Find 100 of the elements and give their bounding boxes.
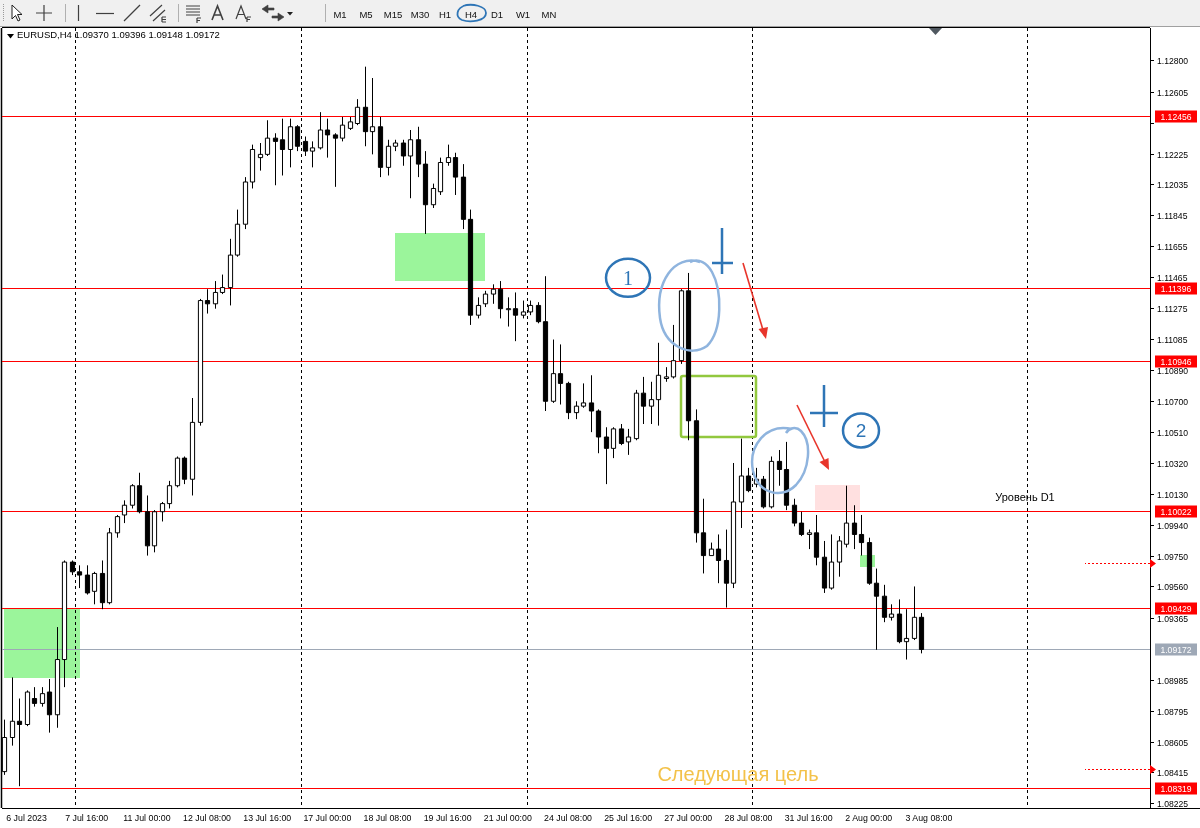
candlestick [603, 426, 610, 485]
candlestick [452, 152, 459, 196]
candlestick [512, 291, 519, 342]
x-tick-label: 6 Jul 2023 [6, 813, 47, 823]
text: M1 [333, 8, 347, 20]
candlestick [181, 456, 188, 485]
candlestick [249, 144, 256, 189]
y-tick-label: 1.11465 [1157, 272, 1188, 283]
candlestick [99, 559, 106, 610]
y-tick-label: 1.12035 [1157, 179, 1189, 190]
candlestick [257, 142, 264, 172]
text: M5 [359, 8, 373, 20]
x-tick-label: 19 Jul 16:00 [423, 813, 472, 823]
candlestick [685, 272, 692, 441]
y-tick-label: 1.12225 [1157, 149, 1189, 160]
candlestick [618, 423, 625, 446]
candlestick [197, 298, 204, 427]
candlestick [460, 163, 467, 230]
y-tick-label: 1.08605 [1157, 737, 1189, 748]
candlestick [422, 150, 429, 235]
x-tick-label: 27 Jul 00:00 [664, 813, 713, 823]
y-tick-label: 1.08225 [1157, 798, 1189, 809]
candlestick [144, 494, 151, 557]
candlestick [813, 514, 820, 566]
candlestick [332, 132, 339, 188]
candlestick [84, 564, 91, 596]
ref-line-label: 1.11396 [1160, 283, 1192, 294]
y-tick-label: 1.12800 [1157, 55, 1189, 66]
candlestick [843, 485, 850, 548]
candlestick [738, 438, 745, 529]
text: H1 [438, 8, 452, 20]
candlestick [791, 498, 798, 527]
candlestick [9, 676, 16, 747]
candlestick [806, 529, 813, 550]
candlestick [369, 77, 376, 155]
candlestick [693, 408, 700, 544]
candlestick [821, 540, 828, 594]
x-tick-label: 21 Jul 00:00 [483, 813, 532, 823]
y-tick-label: 1.08415 [1157, 767, 1189, 778]
candlestick [655, 342, 662, 427]
candlestick [46, 678, 53, 734]
candlestick [467, 209, 474, 326]
candlestick [392, 139, 399, 152]
candlestick [31, 686, 38, 708]
candlestick [708, 542, 715, 557]
annotation: Уровень D1 [995, 491, 1055, 504]
candlestick [700, 498, 707, 574]
candlestick [114, 514, 121, 539]
candlestick [798, 511, 805, 537]
candlestick [836, 535, 843, 578]
candlestick [339, 116, 346, 142]
candlestick [445, 144, 452, 167]
annotation: 1 [623, 266, 633, 289]
candlestick [377, 116, 384, 178]
candlestick [204, 288, 211, 315]
annotation: 2 [855, 420, 867, 442]
candlestick [670, 324, 677, 380]
x-tick-label: 28 Jul 08:00 [724, 813, 773, 823]
y-tick-label: 1.10890 [1157, 365, 1189, 376]
candlestick [189, 397, 196, 496]
candlestick [234, 209, 241, 258]
candlestick [385, 139, 392, 176]
x-tick-label: 11 Jul 00:00 [123, 813, 171, 823]
candlestick [317, 111, 324, 150]
candlestick [24, 689, 31, 727]
candlestick [873, 568, 880, 651]
candlestick [174, 456, 181, 488]
x-tick-label: 2 Aug 00:00 [845, 813, 893, 823]
y-tick-label: 1.12605 [1157, 87, 1189, 98]
candlestick [918, 612, 925, 654]
candlestick [881, 584, 888, 623]
candlestick [715, 533, 722, 584]
y-tick-label: 1.11845 [1157, 210, 1188, 221]
y-tick-label: 1.09750 [1157, 551, 1189, 562]
candlestick [354, 98, 361, 126]
x-tick-label: 31 Jul 16:00 [784, 813, 833, 823]
candlestick [475, 296, 482, 319]
annotation: Следующая цель [657, 763, 819, 786]
candlestick [595, 408, 602, 454]
y-tick-label: 1.11275 [1157, 303, 1188, 314]
x-tick-label: 25 Jul 16:00 [604, 813, 653, 823]
y-tick-label: 1.10700 [1157, 396, 1189, 407]
candlestick [324, 118, 331, 159]
text: M15 [383, 8, 403, 20]
candlestick [16, 698, 23, 787]
candlestick [768, 456, 775, 509]
candlestick [565, 381, 572, 420]
candlestick [400, 139, 407, 167]
candlestick [896, 598, 903, 644]
x-tick-label: 3 Aug 08:00 [905, 813, 953, 823]
candlestick [542, 275, 549, 412]
ref-line-label: 1.10022 [1160, 506, 1192, 517]
candlestick [91, 571, 98, 605]
chart-title: EURUSD,H4 1.09370 1.09396 1.09148 1.09172 [17, 29, 220, 40]
candlestick [242, 176, 249, 230]
y-tick-label: 1.10130 [1157, 489, 1189, 500]
x-tick-label: 24 Jul 08:00 [544, 813, 593, 823]
text: M30 [410, 8, 430, 20]
candlestick [106, 527, 113, 605]
y-tick-label: 1.10510 [1157, 427, 1189, 438]
